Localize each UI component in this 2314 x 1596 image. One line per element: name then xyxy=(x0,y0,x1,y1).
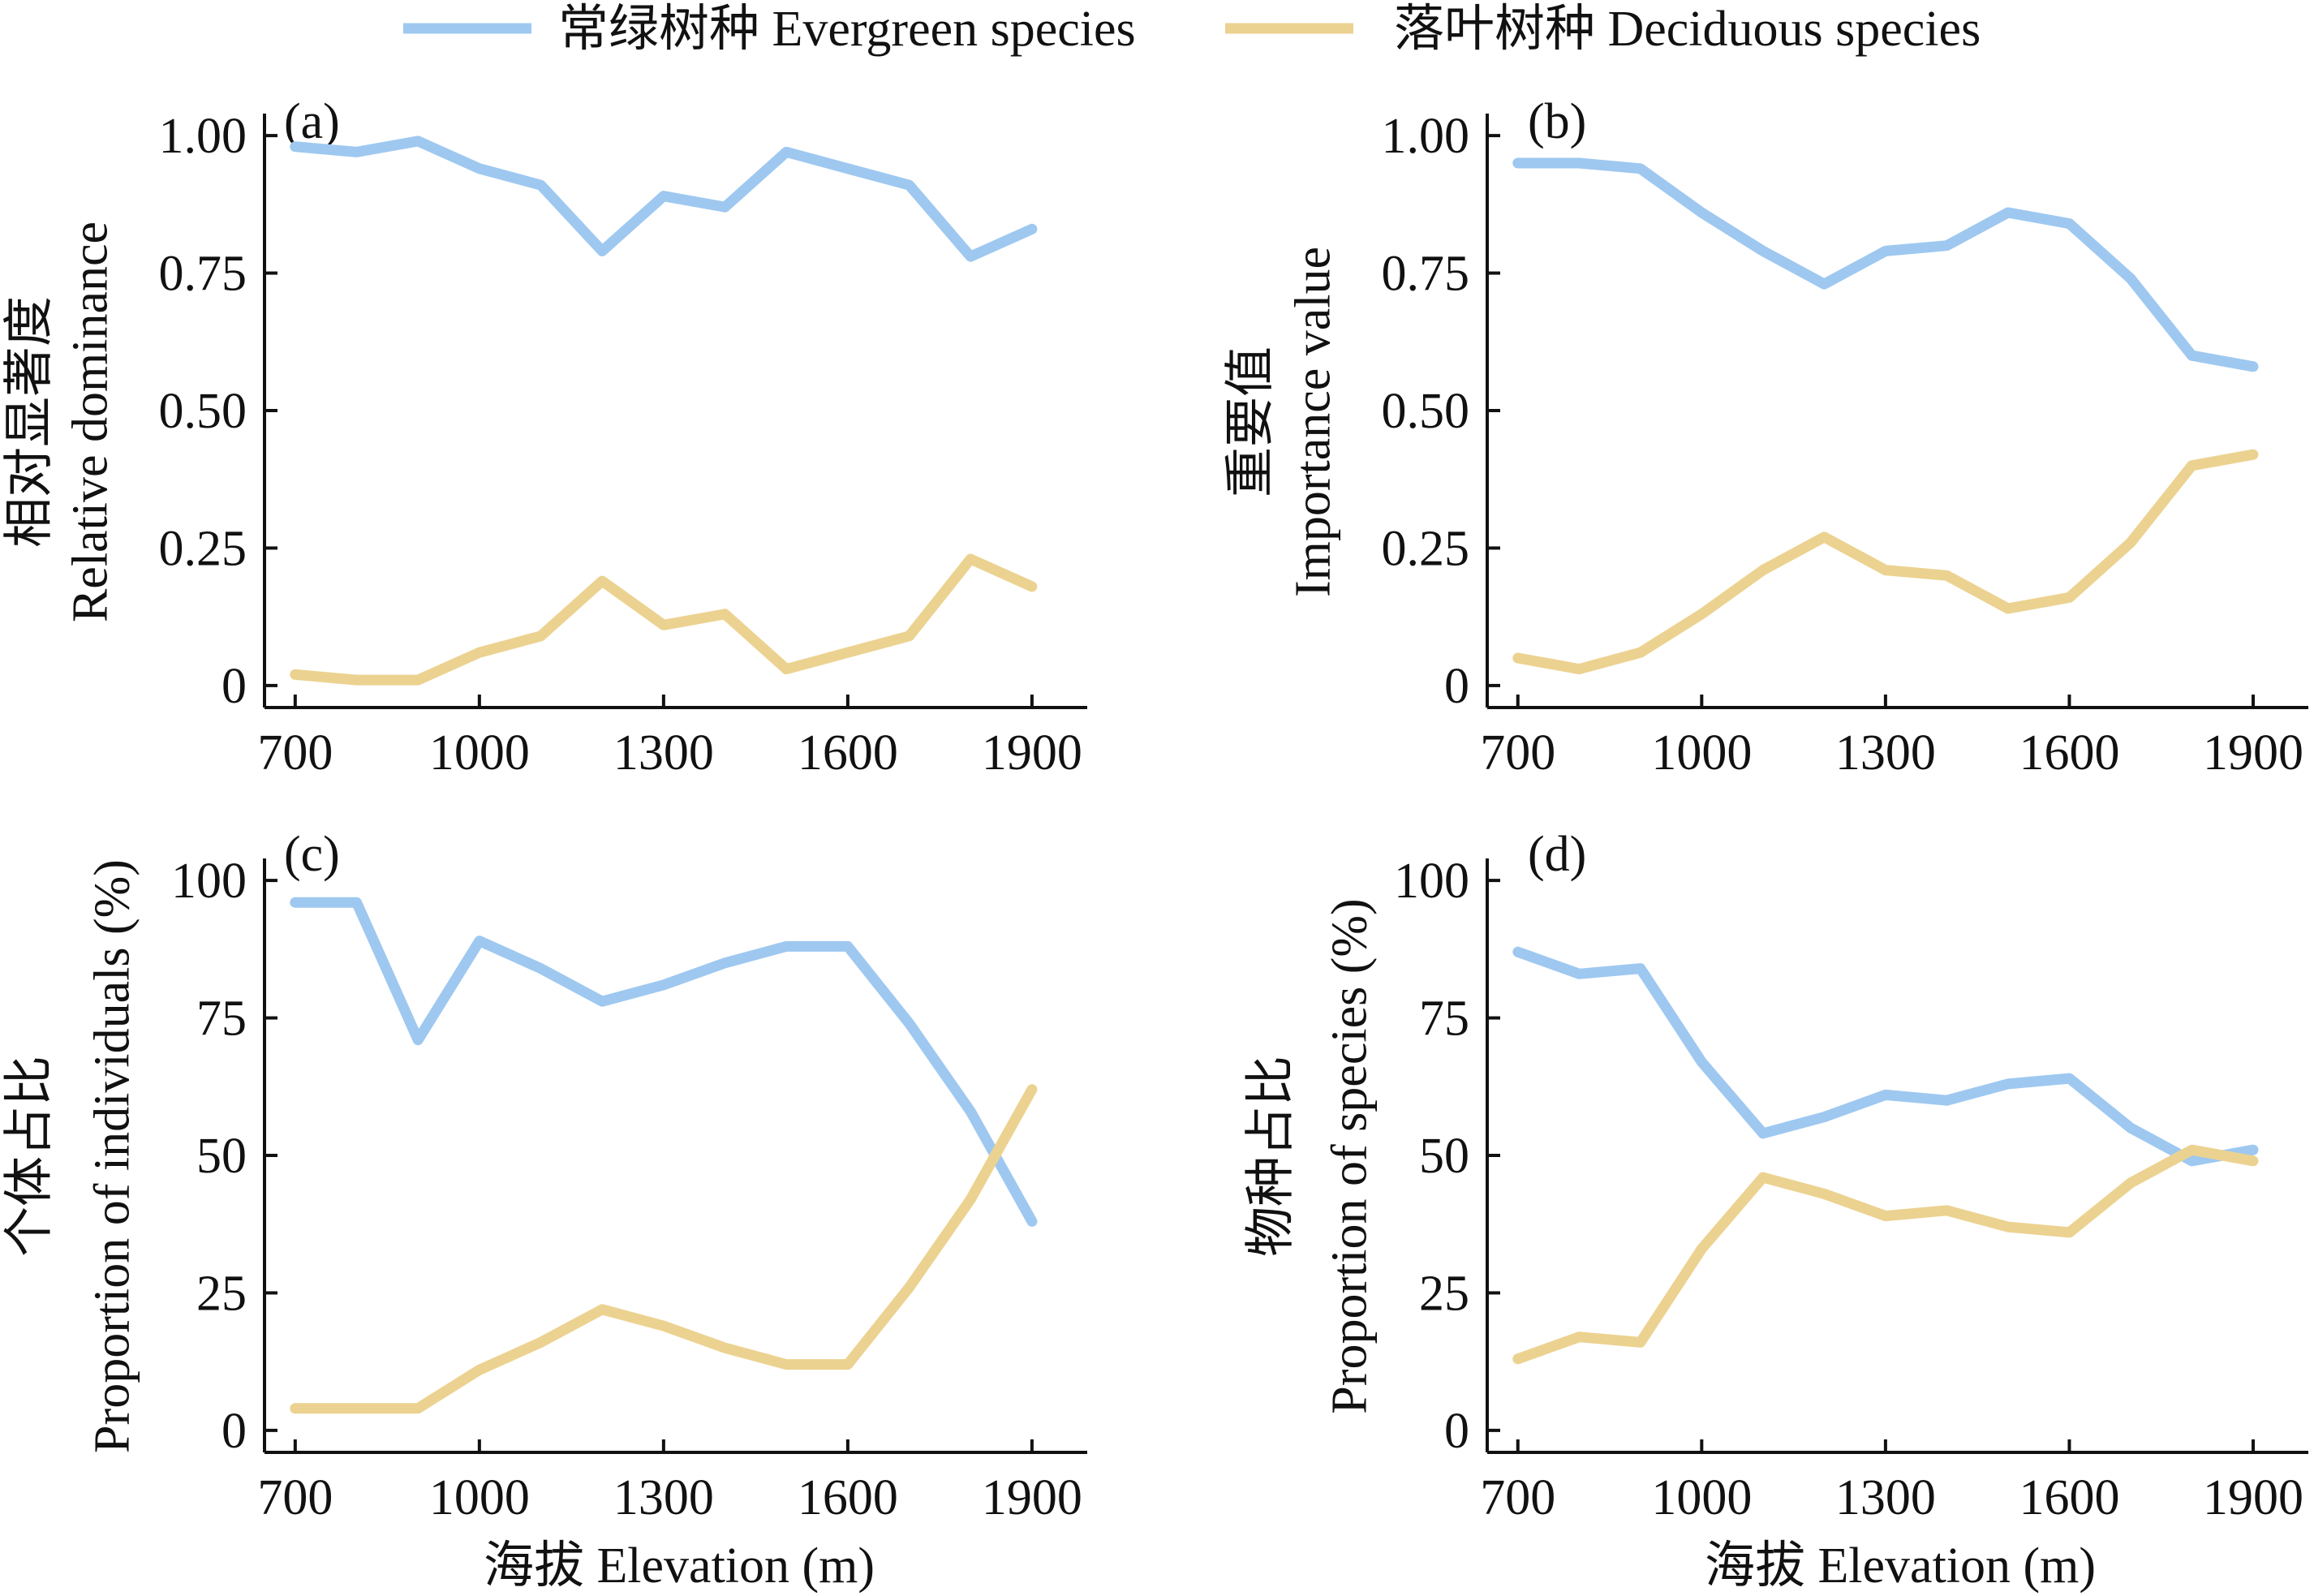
x-tick-label: 1000 xyxy=(429,1470,530,1525)
legend: 常绿树种 Evergreen species 落叶树种 Deciduous sp… xyxy=(403,2,1981,57)
series-line-deciduous xyxy=(290,1084,1038,1414)
y-tick-label: 100 xyxy=(1394,854,1469,909)
y-tick-label: 0 xyxy=(1444,659,1469,714)
y-tick-label: 0.50 xyxy=(1382,384,1470,439)
y-axis-title-cn: 重要值 xyxy=(1224,346,1279,497)
x-tick-label: 1300 xyxy=(1835,725,1936,781)
x-tick-label: 1600 xyxy=(798,1470,898,1525)
series-line-deciduous xyxy=(1512,449,2259,675)
legend-label-deciduous: 落叶树种 Deciduous species xyxy=(1394,2,1981,57)
x-tick-label: 1900 xyxy=(2203,1470,2303,1525)
series-line-evergreen xyxy=(1512,157,2259,372)
y-axis-title-en: Proportion of species (%) xyxy=(1323,898,1378,1413)
y-tick-label: 0.25 xyxy=(1382,521,1470,576)
x-tick-label: 1900 xyxy=(2203,725,2303,781)
panel-b: 0 0.25 0.50 0.75 1.00 700 1000 1300 1600 1900 (b) 重… xyxy=(1224,94,2308,781)
x-tick-label: 1000 xyxy=(1651,1470,1752,1525)
x-tick-label: 1900 xyxy=(982,725,1082,781)
series-line-evergreen xyxy=(290,897,1038,1227)
y-tick-label: 0.25 xyxy=(159,521,247,576)
x-tick-label: 1300 xyxy=(1835,1470,1936,1525)
series-line-deciduous xyxy=(290,553,1038,686)
series-line-evergreen xyxy=(290,136,1038,262)
panel-a: 0 0.25 0.50 0.75 1.00 700 1000 1300 1600 1900 (a) 相… xyxy=(2,94,1087,781)
y-axis-title-cn: 相对显著度 xyxy=(2,296,58,548)
x-tick-label: 1000 xyxy=(1651,725,1752,781)
y-tick-label: 1.00 xyxy=(1382,109,1470,164)
x-axis-title-left: 海拔 Elevation (m) xyxy=(484,1538,875,1594)
y-tick-label: 25 xyxy=(1419,1266,1469,1321)
y-axis-title-cn: 个体占比 xyxy=(2,1056,58,1257)
y-tick-label: 50 xyxy=(1419,1129,1469,1184)
series-line-evergreen xyxy=(1512,946,2259,1167)
panel-label: (d) xyxy=(1528,827,1586,882)
x-tick-label: 700 xyxy=(1480,1470,1555,1525)
x-axis-title-right: 海拔 Elevation (m) xyxy=(1705,1538,2096,1594)
panel-d: 0 25 50 75 100 700 1000 1300 1600 1900 (d) 物种占比 Prop… xyxy=(1244,827,2308,1525)
y-axis-title-en: Importance value xyxy=(1286,247,1341,597)
y-tick-label: 0 xyxy=(1444,1404,1469,1459)
x-tick-label: 700 xyxy=(1480,725,1555,781)
y-tick-label: 0 xyxy=(222,659,247,714)
x-tick-label: 1300 xyxy=(613,1470,714,1525)
x-tick-label: 1600 xyxy=(798,725,898,781)
panel-label: (a) xyxy=(284,94,340,149)
y-tick-label: 0.75 xyxy=(159,247,247,302)
x-tick-label: 1600 xyxy=(2019,1470,2119,1525)
y-tick-label: 50 xyxy=(196,1129,247,1184)
y-axis-title-en: Proportion of individuals (%) xyxy=(85,859,140,1453)
x-tick-label: 700 xyxy=(257,725,333,781)
y-axis-title-en: Relative dominance xyxy=(63,222,118,622)
y-tick-label: 75 xyxy=(1419,992,1469,1047)
y-tick-label: 0 xyxy=(222,1404,247,1459)
x-tick-label: 1300 xyxy=(613,725,714,781)
panel-c: 0 25 50 75 100 700 1000 1300 1600 1900 (c) 个体占比 Prop… xyxy=(2,827,1087,1525)
x-tick-label: 700 xyxy=(257,1470,333,1525)
series-line-deciduous xyxy=(1512,1144,2259,1365)
y-tick-label: 75 xyxy=(196,992,247,1047)
y-tick-label: 100 xyxy=(171,854,247,909)
y-tick-label: 0.75 xyxy=(1382,247,1470,302)
y-tick-label: 0.50 xyxy=(159,384,247,439)
x-tick-label: 1900 xyxy=(982,1470,1082,1525)
x-tick-label: 1600 xyxy=(2019,725,2119,781)
y-tick-label: 25 xyxy=(196,1266,247,1321)
y-axis-title-cn: 物种占比 xyxy=(1244,1056,1299,1257)
legend-label-evergreen: 常绿树种 Evergreen species xyxy=(558,2,1136,57)
x-tick-label: 1000 xyxy=(429,725,530,781)
panel-label: (c) xyxy=(284,827,340,882)
panel-label: (b) xyxy=(1528,94,1586,149)
y-tick-label: 1.00 xyxy=(159,109,247,164)
